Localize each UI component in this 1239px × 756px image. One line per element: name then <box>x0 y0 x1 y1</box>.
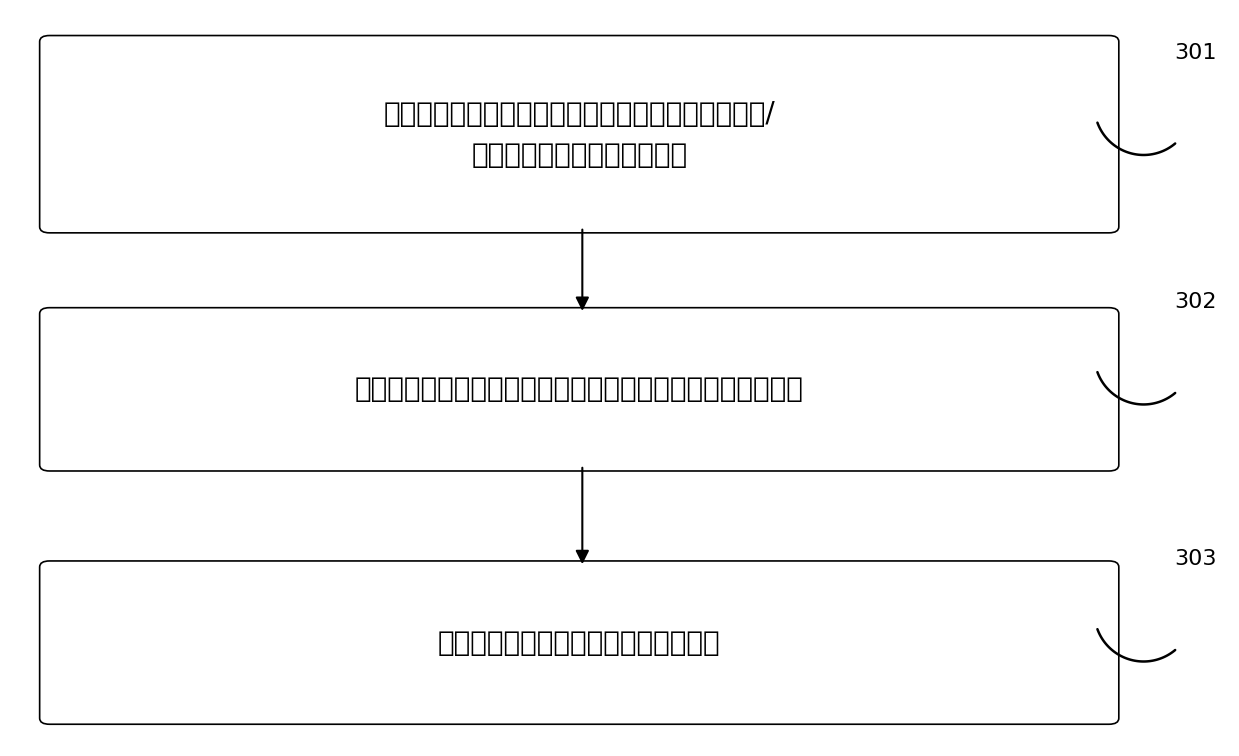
FancyBboxPatch shape <box>40 36 1119 233</box>
Text: 如果接收到升级指令，则微处理器向锁存器发送锁存触发信号: 如果接收到升级指令，则微处理器向锁存器发送锁存触发信号 <box>354 375 804 404</box>
Text: 302: 302 <box>1175 293 1217 312</box>
FancyBboxPatch shape <box>40 561 1119 724</box>
Text: 303: 303 <box>1175 550 1217 569</box>
Text: 301: 301 <box>1175 43 1217 63</box>
FancyBboxPatch shape <box>40 308 1119 471</box>
Text: 微处理器向锁存器发送光发射引脚的电平状态信号和/
或光接收引脚的电平状态信号: 微处理器向锁存器发送光发射引脚的电平状态信号和/ 或光接收引脚的电平状态信号 <box>383 100 776 169</box>
Text: 微处理器根据升级指令，进行升级处理: 微处理器根据升级指令，进行升级处理 <box>437 628 721 657</box>
